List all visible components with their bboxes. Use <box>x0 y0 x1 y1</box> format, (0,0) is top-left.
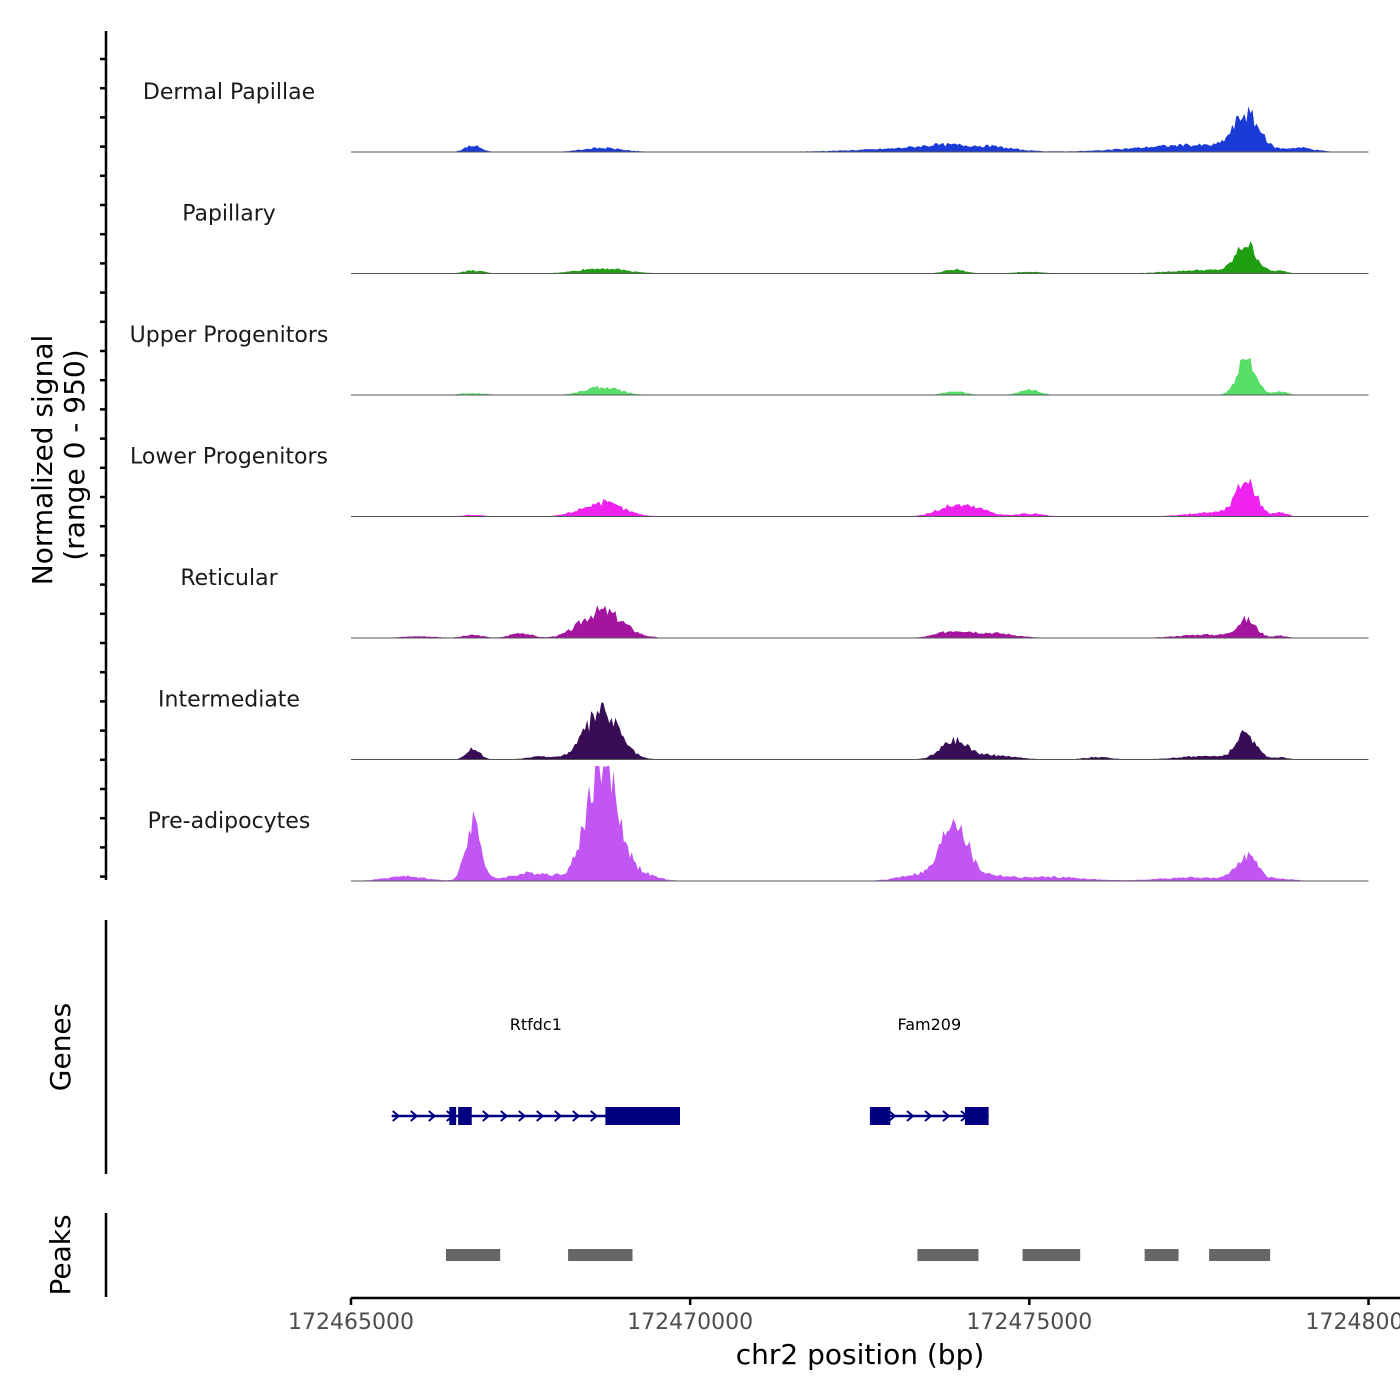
peak-region-bar <box>1209 1249 1271 1261</box>
peaks-panel-label: Peaks <box>44 1214 77 1295</box>
strand-arrow <box>572 1110 581 1122</box>
signal-area <box>351 702 1369 760</box>
track-label: Dermal Papillae <box>143 80 315 105</box>
exon <box>964 1107 989 1125</box>
strand-arrow <box>410 1110 419 1122</box>
y-axis-title: Normalized signal <box>26 335 59 586</box>
track-intermediate: Intermediate <box>158 688 1369 760</box>
peak-region-bar <box>917 1249 979 1261</box>
strand-arrow <box>500 1110 509 1122</box>
gene-name-label: Rtfdc1 <box>510 1015 562 1034</box>
track-label: Lower Progenitors <box>130 445 328 470</box>
x-axis-ticks: 172465000 172470000 172475000 172480000 <box>288 1298 1400 1335</box>
track-dermal-papillae: Dermal Papillae <box>143 80 1369 153</box>
gene-models: Rtfdc1 Fam209 <box>391 1015 989 1125</box>
strand-arrow <box>536 1110 545 1122</box>
strand-arrow <box>590 1110 599 1122</box>
peak-region-bar <box>568 1249 633 1261</box>
signal-area <box>351 357 1369 395</box>
peak-region-bar <box>1144 1249 1179 1261</box>
track-lower-progenitors: Lower Progenitors <box>130 445 1369 517</box>
signal-area <box>351 605 1369 638</box>
signal-area <box>351 241 1369 274</box>
strand-arrow <box>554 1110 563 1122</box>
coverage-tracks: Dermal Papillae Papillary Upper Progenitor… <box>130 80 1369 882</box>
gene-rtfdc1: Rtfdc1 <box>391 1015 680 1125</box>
peak-region-bar <box>1022 1249 1081 1261</box>
gene-name-label: Fam209 <box>897 1015 961 1034</box>
y-axis-range-label: (range 0 - 950) <box>58 349 91 560</box>
x-tick-label: 172475000 <box>966 1310 1092 1335</box>
track-label: Reticular <box>180 566 278 591</box>
track-papillary: Papillary <box>182 202 1369 274</box>
x-axis-title: chr2 position (bp) <box>736 1338 985 1371</box>
peak-regions <box>445 1249 1271 1261</box>
exon <box>458 1107 472 1125</box>
x-tick-label: 172465000 <box>288 1310 414 1335</box>
track-label: Pre-adipocytes <box>148 809 311 834</box>
track-label: Upper Progenitors <box>130 323 329 348</box>
track-pre-adipocytes: Pre-adipocytes <box>148 766 1369 882</box>
track-label: Intermediate <box>158 688 300 713</box>
track-label: Papillary <box>182 202 276 227</box>
peak-region-bar <box>445 1249 501 1261</box>
strand-arrow <box>924 1110 933 1122</box>
track-reticular: Reticular <box>180 566 1369 639</box>
strand-arrow <box>392 1110 401 1122</box>
exon <box>869 1107 891 1125</box>
exon <box>605 1107 680 1125</box>
strand-arrow <box>942 1110 951 1122</box>
strand-arrow <box>888 1110 897 1122</box>
signal-area <box>351 106 1369 152</box>
strand-arrow <box>482 1110 491 1122</box>
gene-fam209: Fam209 <box>869 1015 989 1125</box>
genes-panel-label: Genes <box>44 1003 77 1091</box>
exon <box>449 1107 457 1125</box>
strand-arrow <box>906 1110 915 1122</box>
strand-arrow <box>428 1110 437 1122</box>
track-upper-progenitors: Upper Progenitors <box>130 323 1369 396</box>
signal-area <box>351 478 1369 517</box>
coverage-y-ticks <box>100 57 106 878</box>
x-tick-label: 172480000 <box>1306 1310 1400 1335</box>
x-tick-label: 172470000 <box>627 1310 753 1335</box>
signal-area <box>351 766 1369 881</box>
strand-arrow <box>518 1110 527 1122</box>
